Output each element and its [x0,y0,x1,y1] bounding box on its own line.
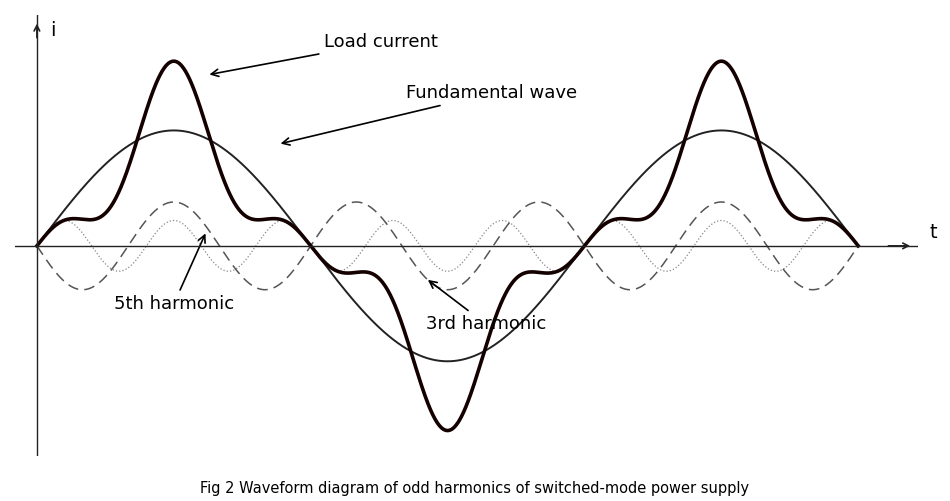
Text: Fundamental wave: Fundamental wave [282,84,578,145]
Text: t: t [929,223,937,242]
Text: i: i [50,21,56,40]
Text: 5th harmonic: 5th harmonic [114,235,234,313]
Text: Fig 2 Waveform diagram of odd harmonics of switched-mode power supply: Fig 2 Waveform diagram of odd harmonics … [200,481,750,496]
Text: 3rd harmonic: 3rd harmonic [426,281,546,333]
Text: Load current: Load current [211,34,438,76]
